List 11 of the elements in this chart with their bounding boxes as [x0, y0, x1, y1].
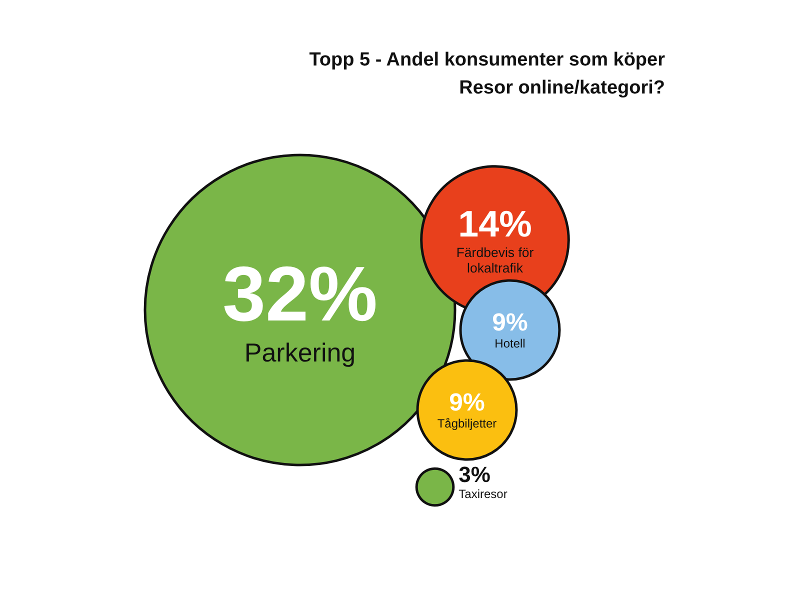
category-label: Hotell	[494, 336, 526, 351]
category-label: Parkering	[244, 338, 356, 368]
category-label: Färdbevis för lokaltrafik	[456, 244, 534, 276]
data-label: 3%	[458, 462, 490, 488]
text: Topp 5 - Andel konsumenter som köper Resor online/kategori?	[309, 50, 666, 98]
category-label: Tågbiljetter	[437, 416, 497, 431]
data-label: 14%	[458, 204, 532, 245]
data-label: 9%	[492, 309, 528, 336]
category-label: Taxiresor	[458, 486, 508, 501]
data-label: 32%	[222, 251, 378, 338]
data-label: 9%	[449, 389, 485, 416]
